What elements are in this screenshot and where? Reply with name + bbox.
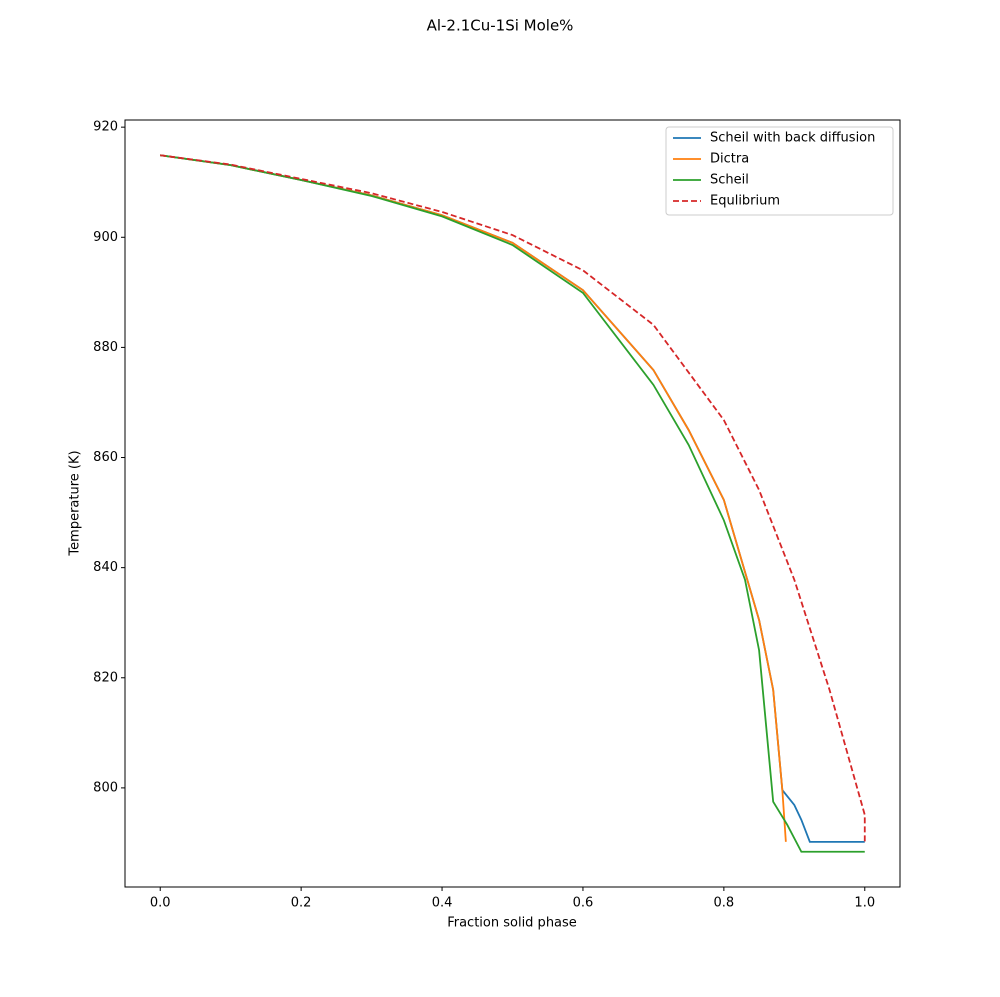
legend-label: Equlibrium [710,194,780,209]
legend-label: Scheil [710,173,749,188]
x-tick-label: 0.2 [291,896,312,911]
series-line [160,154,866,842]
x-tick-label: 0.8 [714,896,735,911]
x-axis-label: Fraction solid phase [447,916,577,931]
y-tick-label: 800 [93,780,118,795]
legend-label: Scheil with back diffusion [710,131,875,146]
x-tick-label: 0.4 [432,896,453,911]
x-tick-label: 0.0 [150,896,171,911]
y-tick-label: 820 [93,670,118,685]
legend-box [665,126,894,216]
plot-frame [124,119,901,888]
series-line [160,154,865,843]
y-tick-label: 880 [93,340,118,355]
y-tick-label: 860 [93,450,118,465]
y-axis-label: Temperature (K) [68,450,83,556]
series-line [160,154,865,853]
y-tick-label: 900 [93,230,118,245]
legend-label: Dictra [710,152,749,167]
y-tick-label: 840 [93,560,118,575]
y-tick-label: 920 [93,120,118,135]
x-tick-label: 0.6 [573,896,594,911]
x-tick-label: 1.0 [854,896,875,911]
series-line [160,154,787,842]
chart-title: Al-2.1Cu-1Si Mole% [427,17,574,35]
